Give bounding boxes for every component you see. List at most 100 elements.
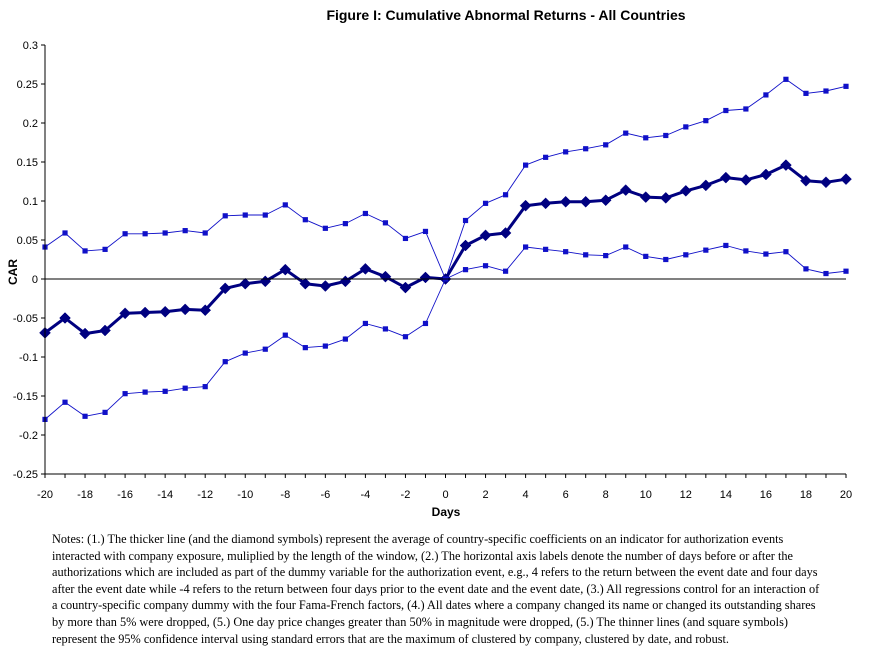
upper-ci-point [102,246,108,252]
mean-point [740,174,752,186]
upper-ci-point [623,130,629,136]
x-tick-label: -8 [280,489,290,501]
upper-ci-point [823,88,829,94]
mean-point [399,281,412,294]
mean-point [139,306,151,319]
x-tick-label: 6 [563,489,569,501]
figure-notes: Notes: (1.) The thicker line (and the di… [52,532,820,646]
lower-ci-point [242,350,248,356]
lower-ci-point [823,270,829,277]
mean-point [579,195,592,208]
mean-point [539,197,552,210]
upper-ci-point [222,213,228,219]
x-tick-label: -16 [117,489,133,501]
mean-point [359,263,372,275]
lower-ci-point [362,320,368,327]
upper-ci-point [82,248,88,254]
x-tick-label: -2 [401,489,411,501]
mean-point [59,312,71,324]
upper-ci-point [202,230,208,236]
x-tick-label: 14 [720,489,732,501]
upper-ci-point [262,212,268,218]
x-tick-label: 20 [840,489,852,501]
upper-ci-point [643,135,649,141]
y-tick-label: -0.05 [13,313,38,325]
y-tick-label: 0 [32,274,38,286]
axes: 0.3 0.25 0.2 0.15 0.1 0.05 0 -0.05 -0.1 -0.15 -0.2… [13,40,852,501]
upper-ci-point [422,228,429,235]
mean-point [239,277,252,290]
upper-ci-point [162,230,168,236]
upper-ci-point [482,200,489,206]
upper-ci-point [523,162,529,168]
upper-ci-point [182,228,188,234]
upper-ci-point [402,235,409,242]
mean-point [559,195,572,208]
mean-point [79,327,91,340]
lower-ci-point [422,320,429,327]
y-tick-label: -0.1 [19,352,38,364]
upper-ci-point [342,221,348,227]
lower-ci-point [142,389,148,395]
mean-point [219,282,232,295]
x-tick-label: -10 [237,489,253,501]
mean-point [519,199,532,212]
y-tick-label: -0.15 [13,391,38,403]
lower-ci-point [723,242,729,249]
x-tick-label: 2 [482,489,488,501]
upper-ci-point [62,230,68,236]
mean-point [699,179,712,192]
upper-ci-point [282,202,288,208]
lower-ci-point [482,263,489,269]
x-tick-label: 4 [523,489,529,501]
mean-point [760,168,772,181]
upper-ci-point [743,106,749,112]
upper-ci-point [142,231,148,237]
lower-ci-point [743,248,749,254]
lower-ci-point [322,343,328,349]
lower-ci-point [222,359,228,365]
x-tick-label: 16 [760,489,772,501]
upper-ci-point [382,220,389,226]
mean-point [679,185,692,197]
y-tick-label: 0.3 [23,40,38,52]
x-tick-label: 0 [442,489,448,501]
upper-ci-point [603,142,609,148]
lower-ci-point [282,332,288,338]
lower-ci-point [162,388,168,394]
lower-ci-point [62,399,68,405]
x-tick-label: -20 [37,489,53,501]
upper-ci-point [683,124,689,130]
x-tick-label: -18 [77,489,93,501]
lower-ci-point [843,268,849,274]
mean-point [319,280,332,292]
mean-point [659,192,672,204]
x-tick-label: 18 [800,489,812,501]
mean-point [619,184,632,196]
upper-ci-point [462,217,469,224]
upper-ci-point [362,210,368,217]
mean-point [199,304,212,317]
mean-point [599,194,612,207]
lower-ci-point [783,249,789,255]
lower-ci-point [663,256,669,263]
lower-ci-point [122,391,128,397]
x-tick-label: -12 [197,489,213,501]
lower-ci-point [202,384,208,390]
y-tick-label: 0.1 [23,196,38,208]
x-axis-title: Days [432,505,461,519]
lower-ci-point [182,385,188,391]
mean-point [840,173,852,186]
y-axis-title: CAR [6,259,20,285]
lower-ci-point [803,266,809,272]
y-tick-label: 0.25 [17,79,38,91]
mean-point [719,171,732,184]
lower-ci-point [262,346,268,352]
y-tick-label: 0.05 [17,235,38,247]
lower-ci-point [703,247,709,253]
lower-ci-point [543,246,549,252]
lower-ci-point [302,345,308,351]
upper-ci-point [322,225,328,231]
lower-ci-point [102,409,108,415]
mean-point [99,324,111,337]
